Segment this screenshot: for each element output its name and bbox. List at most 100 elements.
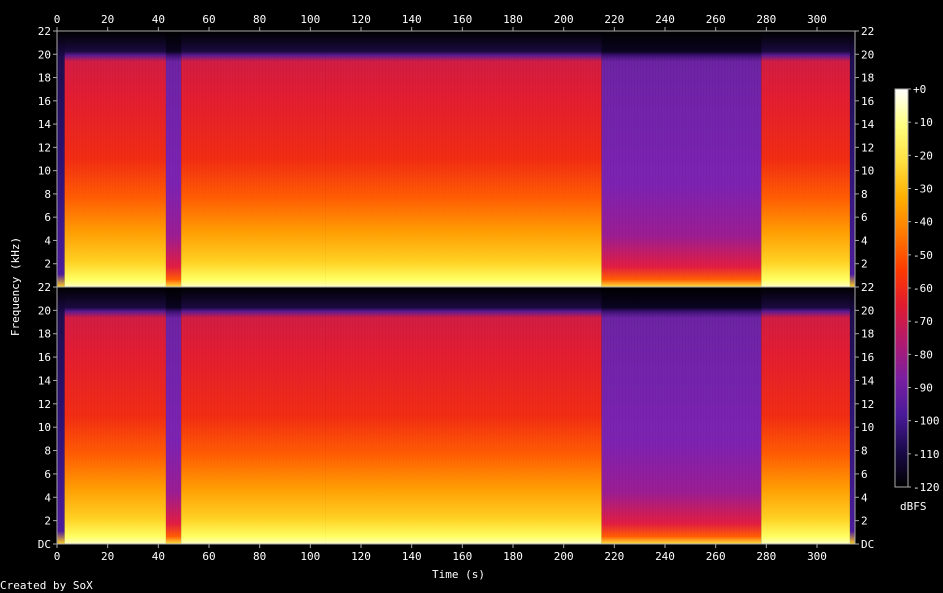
y-tick-label-left-ch1: 12 (38, 141, 51, 154)
y-tick-label-left-ch2: 4 (44, 491, 51, 504)
colorbar-tick-label: -100 (913, 415, 940, 428)
x-tick-label-top: 100 (300, 13, 320, 26)
colorbar-tick-label: -10 (913, 116, 933, 129)
spectrum-segment-ch1-3 (181, 31, 326, 287)
y-tick-label-right-ch2: 16 (861, 351, 874, 364)
y-tick-label-left-ch1: 10 (38, 165, 51, 178)
x-tick-label-top: 300 (807, 13, 827, 26)
colorbar-tick-label: -50 (913, 249, 933, 262)
y-tick-label-right-ch1: 6 (861, 211, 868, 224)
y-tick-label-left-ch2: 10 (38, 421, 51, 434)
y-tick-label-left-ch2: 6 (44, 468, 51, 481)
y-tick-label-right-ch1: 8 (861, 188, 868, 201)
y-tick-label-left-ch1: 14 (38, 118, 52, 131)
colorbar-label: dBFS (900, 500, 927, 513)
y-tick-label-right-ch2: 6 (861, 468, 868, 481)
spectrum-segment-ch2-2 (165, 287, 182, 544)
y-tick-label-right-ch1: 16 (861, 95, 874, 108)
colorbar-tick-label: -120 (913, 481, 940, 494)
y-tick-label-right-ch2: 10 (861, 421, 874, 434)
spectrum-segment-ch2-6 (761, 287, 850, 544)
colorbar-tick-label: +0 (913, 83, 926, 96)
x-tick-label-top: 240 (655, 13, 675, 26)
x-tick-label-top: 220 (604, 13, 624, 26)
y-tick-label-left-ch1: 6 (44, 211, 51, 224)
x-tick-label-bottom: 160 (452, 550, 472, 563)
x-tick-label-bottom: 80 (253, 550, 266, 563)
y-tick-label-left-ch2: 20 (38, 304, 51, 317)
y-tick-label-left-ch2: 8 (44, 445, 51, 458)
y-axis-label: Frequency (kHz) (9, 236, 23, 337)
x-tick-label-top: 80 (253, 13, 266, 26)
x-tick-label-top: 260 (706, 13, 726, 26)
x-tick-label-bottom: 40 (152, 550, 165, 563)
y-tick-label-right-ch2: 22 (861, 281, 874, 294)
y-tick-label-right-ch2: 14 (861, 374, 875, 387)
x-tick-label-bottom: 200 (554, 550, 574, 563)
x-tick-label-top: 0 (54, 13, 61, 26)
x-tick-label-bottom: 280 (756, 550, 776, 563)
x-tick-label-bottom: 260 (706, 550, 726, 563)
x-tick-label-bottom: 300 (807, 550, 827, 563)
colorbar-tick-label: -80 (913, 348, 933, 361)
spectrum-segment-ch1-5 (601, 31, 762, 287)
x-tick-label-top: 140 (402, 13, 422, 26)
colorbar-tick-label: -20 (913, 149, 933, 162)
y-tick-label-right-ch2: 4 (861, 491, 868, 504)
y-tick-label-right-ch2: 20 (861, 304, 874, 317)
spectrum-segment-ch2-5 (601, 287, 762, 544)
y-tick-label-left-ch1: 16 (38, 95, 51, 108)
y-tick-label-left-ch1: 4 (44, 234, 51, 247)
x-tick-label-bottom: 180 (503, 550, 523, 563)
colorbar-tick-label: -90 (913, 382, 933, 395)
x-tick-label-bottom: 100 (300, 550, 320, 563)
x-tick-label-bottom: 0 (54, 550, 61, 563)
colorbar-tick-label: -60 (913, 282, 933, 295)
y-tick-label-right-ch1: 10 (861, 165, 874, 178)
spectrum-segment-ch1-0 (57, 31, 65, 287)
y-tick-label-right-ch1: 2 (861, 258, 868, 271)
spectrum-segment-ch1-2 (165, 31, 182, 287)
x-tick-label-bottom: 240 (655, 550, 675, 563)
y-tick-label-left-ch1: 20 (38, 48, 51, 61)
colorbar-tick-label: -110 (913, 448, 940, 461)
y-tick-label-left-ch2: 22 (38, 281, 51, 294)
y-tick-label-right-ch2: 12 (861, 398, 874, 411)
y-tick-label-right-ch1: 12 (861, 141, 874, 154)
y-tick-label-left-ch2: DC (38, 538, 51, 551)
y-tick-label-left-ch2: 2 (44, 515, 51, 528)
y-tick-label-right-ch1: 4 (861, 234, 868, 247)
x-tick-label-top: 280 (756, 13, 776, 26)
y-tick-label-right-ch1: 14 (861, 118, 875, 131)
x-tick-label-top: 180 (503, 13, 523, 26)
spectrum-segment-ch1-4 (325, 31, 602, 287)
x-tick-label-top: 160 (452, 13, 472, 26)
spectrum-segment-ch1-1 (64, 31, 166, 287)
spectrum-segment-ch1-6 (761, 31, 850, 287)
plot-frame-ch2 (56, 286, 856, 545)
colorbar-tick-label: -40 (913, 216, 933, 229)
y-tick-label-right-ch2: 18 (861, 328, 874, 341)
x-axis-label: Time (s) (432, 568, 485, 581)
y-tick-label-left-ch1: 8 (44, 188, 51, 201)
y-tick-label-left-ch2: 14 (38, 374, 52, 387)
y-tick-label-left-ch1: 2 (44, 258, 51, 271)
colorbar (895, 89, 908, 487)
colorbar-tick-label: -30 (913, 183, 933, 196)
x-tick-label-top: 200 (554, 13, 574, 26)
y-tick-label-right-ch1: 18 (861, 72, 874, 85)
y-tick-label-right-ch2: 2 (861, 515, 868, 528)
x-tick-label-bottom: 60 (202, 550, 215, 563)
spectrum-segment-ch2-4 (325, 287, 602, 544)
x-tick-label-bottom: 220 (604, 550, 624, 563)
y-tick-label-left-ch1: 18 (38, 72, 51, 85)
credit-text: Created by SoX (0, 579, 93, 592)
y-tick-label-left-ch2: 18 (38, 328, 51, 341)
x-tick-label-top: 20 (101, 13, 114, 26)
spectrum-segment-ch2-7 (849, 287, 855, 544)
x-tick-label-top: 40 (152, 13, 165, 26)
y-tick-label-right-ch1: 20 (861, 48, 874, 61)
y-tick-label-left-ch2: 12 (38, 398, 51, 411)
spectrum-segment-ch2-0 (57, 287, 65, 544)
